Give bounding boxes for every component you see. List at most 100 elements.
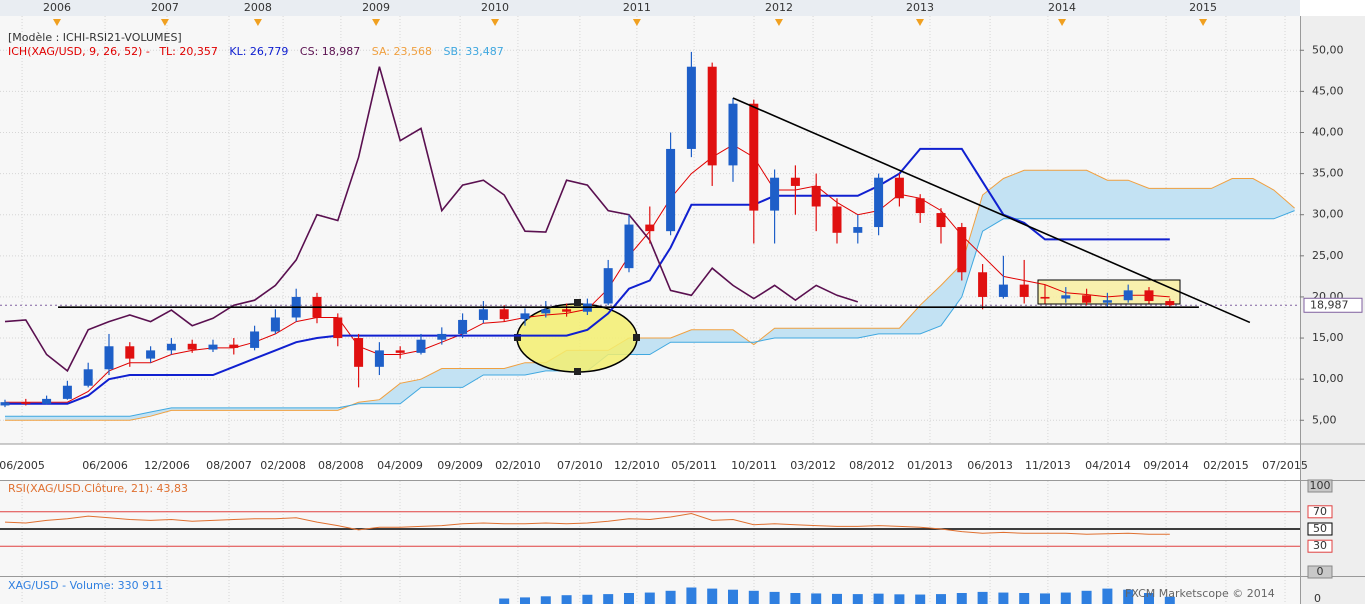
candle-body [686, 66, 696, 149]
cloud-layer [5, 169, 1295, 421]
year-marker [372, 19, 381, 26]
handle [514, 334, 521, 341]
candle-body [770, 177, 780, 211]
volume-bar [727, 589, 738, 604]
x-tick-label: 10/2011 [731, 459, 777, 472]
y-tick-label: 5,00 [1312, 413, 1337, 426]
candle-body [562, 309, 572, 312]
footer: FXCM Marketscope © 2014 [1125, 587, 1275, 600]
year-marker [491, 19, 500, 26]
x-tick-label: 06/2006 [82, 459, 128, 472]
candle-body [853, 227, 863, 233]
candle-body [915, 198, 925, 214]
rsi-title: RSI(XAG/USD.Clôture, 21): 43,83 [8, 482, 188, 495]
volume-bar [915, 594, 926, 604]
y-tick-label: 0 [1317, 565, 1324, 578]
volume-title: XAG/USD - Volume: 330 911 [8, 579, 163, 592]
candle-body [146, 350, 156, 359]
volume-bar [707, 588, 718, 604]
volume-bar [894, 594, 905, 604]
candle-body [104, 346, 114, 370]
year-label: 2013 [906, 1, 934, 14]
volume-bar [644, 592, 655, 604]
year-band [0, 0, 1300, 16]
x-tick-label: 05/2011 [671, 459, 717, 472]
annotations [514, 279, 1181, 375]
y-tick-label: 40,00 [1312, 125, 1344, 138]
marks [0, 51, 1251, 604]
volume-bar [540, 596, 551, 604]
candle-body [0, 402, 10, 406]
volume-bar [665, 590, 676, 604]
x-tick-label: 06/2005 [0, 459, 45, 472]
candle-body [832, 206, 842, 233]
y-tick-label: 10,00 [1312, 372, 1344, 385]
candle-body [187, 343, 197, 350]
volume-bar [623, 593, 634, 604]
candle-body [229, 344, 239, 348]
x-tick-label: 09/2009 [437, 459, 483, 472]
year-label: 2007 [151, 1, 179, 14]
y-tick-label: 0 [1314, 592, 1321, 604]
candle-body [936, 213, 946, 228]
volume-bar [790, 593, 801, 604]
candle-body [603, 268, 613, 304]
x-tick-label: 04/2009 [377, 459, 423, 472]
x-tick-label: 02/2008 [260, 459, 306, 472]
y-tick-box [1307, 539, 1333, 553]
volume-bar [769, 591, 780, 604]
candle-body [666, 148, 676, 232]
indicator-line [4, 66, 859, 373]
volume-bar [499, 598, 510, 604]
candle-body [437, 333, 447, 340]
candle-body [250, 331, 260, 348]
trend-line [732, 97, 1251, 324]
year-label: 2011 [623, 1, 651, 14]
volume-bar [1019, 593, 1030, 604]
legend-entry: SB: 33,487 [444, 45, 504, 58]
y-tick-label: 15,00 [1312, 331, 1344, 344]
legend-entry: SA: 23,568 [372, 45, 432, 58]
y-tick-label: 30 [1313, 539, 1327, 552]
year-label: 2006 [43, 1, 71, 14]
x-tick-label: 02/2010 [495, 459, 541, 472]
price-label: 18,987 [1310, 298, 1349, 311]
candle-body [811, 185, 821, 207]
indicator-line [5, 169, 1295, 421]
candle-body [1123, 290, 1133, 301]
y-tick-label: 50,00 [1312, 43, 1344, 56]
candle-body [1019, 284, 1029, 297]
candle-body [645, 224, 655, 232]
candle-body [624, 224, 634, 269]
year-marker [52, 19, 61, 26]
candle-body [520, 313, 530, 320]
y-tick-label: 35,00 [1312, 167, 1344, 180]
x-tick-label: 06/2013 [967, 459, 1013, 472]
candle-body [83, 369, 93, 386]
volume-bar [1102, 588, 1113, 604]
candle-body [707, 66, 717, 166]
candle-body [458, 319, 468, 334]
legend-entry: CS: 18,987 [300, 45, 360, 58]
volume-bar [519, 597, 530, 604]
year-label: 2015 [1189, 1, 1217, 14]
x-tick-label: 08/2012 [849, 459, 895, 472]
year-marker [632, 19, 641, 26]
x-tick-label: 11/2013 [1025, 459, 1071, 472]
year-label: 2010 [481, 1, 509, 14]
x-tick-label: 08/2007 [206, 459, 252, 472]
indicator-title: ICH(XAG/USD, 9, 26, 52) - [8, 45, 150, 58]
candle-body [21, 402, 31, 404]
volume-bar [831, 593, 842, 604]
x-tick-label: 12/2006 [144, 459, 190, 472]
candle-body [998, 284, 1008, 297]
y-tick-box [1307, 565, 1333, 579]
x-tick-label: 09/2014 [1143, 459, 1189, 472]
year-label: 2009 [362, 1, 390, 14]
volume-bar [561, 595, 572, 604]
volume-bar [603, 594, 614, 604]
volume-bar [1143, 593, 1154, 604]
legend: ICH(XAG/USD, 9, 26, 52) - TL: 20,357 KL:… [8, 45, 504, 58]
candle-body [62, 385, 72, 399]
